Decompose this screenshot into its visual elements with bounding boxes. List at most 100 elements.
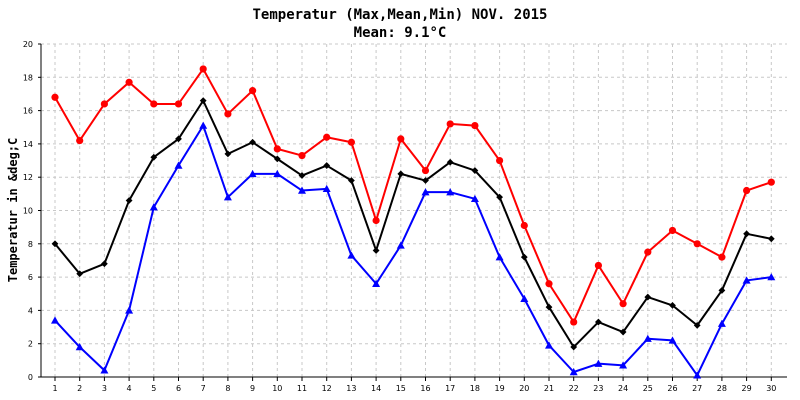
x-tick-label: 6: [176, 384, 181, 393]
data-point-max: [372, 216, 380, 225]
data-point-min: [396, 241, 405, 249]
data-point-min: [273, 169, 282, 178]
data-point-max: [693, 240, 701, 248]
data-point-max: [570, 318, 578, 326]
x-tick-label: 19: [495, 384, 505, 393]
data-point-min: [75, 343, 84, 351]
data-point-max: [668, 226, 677, 235]
y-tick-label: 4: [28, 306, 33, 315]
chart-subtitle: Mean: 9.1°C: [354, 25, 447, 41]
data-point-min: [149, 203, 158, 211]
x-tick-label: 29: [742, 384, 752, 393]
data-point-mean: [669, 302, 676, 309]
data-point-max: [224, 110, 232, 118]
data-point-mean: [101, 260, 108, 268]
y-tick-label: 0: [28, 373, 33, 382]
data-point-max: [323, 133, 331, 141]
data-point-max: [51, 93, 59, 101]
data-point-mean: [644, 293, 652, 301]
y-tick-label: 2: [28, 340, 33, 349]
data-point-mean: [743, 230, 750, 238]
data-point-min: [693, 371, 702, 379]
data-point-max: [273, 145, 281, 153]
x-tick-label: 11: [297, 384, 307, 393]
data-point-mean: [767, 235, 775, 243]
data-point-max: [644, 248, 652, 256]
data-point-min: [125, 306, 134, 314]
data-point-min: [100, 366, 109, 374]
data-point-mean: [298, 172, 306, 179]
y-tick-label: 20: [23, 40, 33, 49]
data-point-max: [150, 100, 158, 108]
data-point-max: [421, 166, 430, 175]
data-point-min: [569, 368, 578, 376]
data-point-mean: [199, 97, 207, 105]
x-tick-label: 17: [445, 384, 455, 393]
x-tick-label: 3: [102, 384, 107, 393]
x-tick-label: 8: [225, 384, 230, 393]
data-point-mean: [693, 321, 701, 329]
data-point-max: [249, 87, 257, 95]
data-point-mean: [520, 253, 528, 261]
data-point-max: [767, 178, 775, 186]
data-point-mean: [619, 328, 627, 336]
series-line-max: [54, 67, 772, 324]
data-point-min: [421, 188, 430, 196]
x-tick-label: 27: [692, 384, 702, 393]
x-tick-label: 28: [717, 384, 727, 393]
x-tick-label: 1: [52, 384, 57, 393]
x-tick-label: 5: [151, 384, 156, 393]
data-point-min: [199, 121, 208, 129]
data-point-mean: [545, 303, 553, 311]
data-point-max: [125, 78, 133, 86]
x-tick-label: 10: [272, 384, 282, 393]
data-point-max: [397, 135, 405, 143]
chart-title: Temperatur (Max,Mean,Min) NOV. 2015: [252, 7, 547, 23]
y-axis-label: Temperatur in &deg;C: [6, 138, 20, 283]
x-tick-label: 16: [420, 384, 430, 393]
data-point-min: [372, 279, 381, 287]
data-point-max: [100, 100, 108, 108]
data-point-min: [643, 334, 652, 342]
y-tick-label: 14: [23, 140, 33, 149]
data-point-mean: [249, 138, 256, 146]
data-point-mean: [397, 170, 405, 178]
x-tick-label: 14: [371, 384, 381, 393]
series-layer: [51, 65, 776, 379]
data-point-min: [619, 361, 628, 369]
x-tick-label: 24: [618, 384, 628, 393]
data-point-min: [347, 251, 356, 259]
data-point-mean: [323, 162, 331, 169]
series-line-mean: [54, 99, 772, 349]
data-point-min: [717, 319, 726, 327]
y-tick-label: 8: [28, 240, 33, 249]
data-point-max: [174, 100, 183, 108]
x-tick-label: 12: [322, 384, 332, 393]
data-point-max: [446, 120, 454, 128]
data-point-min: [594, 359, 603, 367]
data-point-min: [298, 186, 306, 194]
data-point-max: [298, 151, 306, 160]
data-point-mean: [446, 158, 454, 166]
data-point-min: [322, 184, 331, 193]
data-point-max: [76, 136, 84, 145]
data-point-mean: [150, 153, 158, 161]
x-tick-label: 7: [201, 384, 206, 393]
data-point-mean: [125, 197, 133, 204]
x-tick-label: 22: [569, 384, 579, 393]
data-point-mean: [348, 177, 355, 184]
data-point-mean: [76, 270, 84, 278]
data-point-mean: [372, 247, 380, 254]
y-ticks: 0 2 4 6 8 10 12 14 16 18 20: [23, 40, 41, 382]
data-point-min: [223, 193, 232, 201]
x-tick-label: 2: [77, 384, 82, 393]
x-tick-label: 25: [643, 384, 653, 393]
x-tick-label: 18: [470, 384, 480, 393]
data-point-mean: [570, 343, 578, 351]
data-point-min: [174, 161, 183, 169]
data-point-max: [545, 280, 553, 288]
data-point-max: [743, 186, 751, 195]
y-tick-label: 6: [28, 273, 33, 282]
